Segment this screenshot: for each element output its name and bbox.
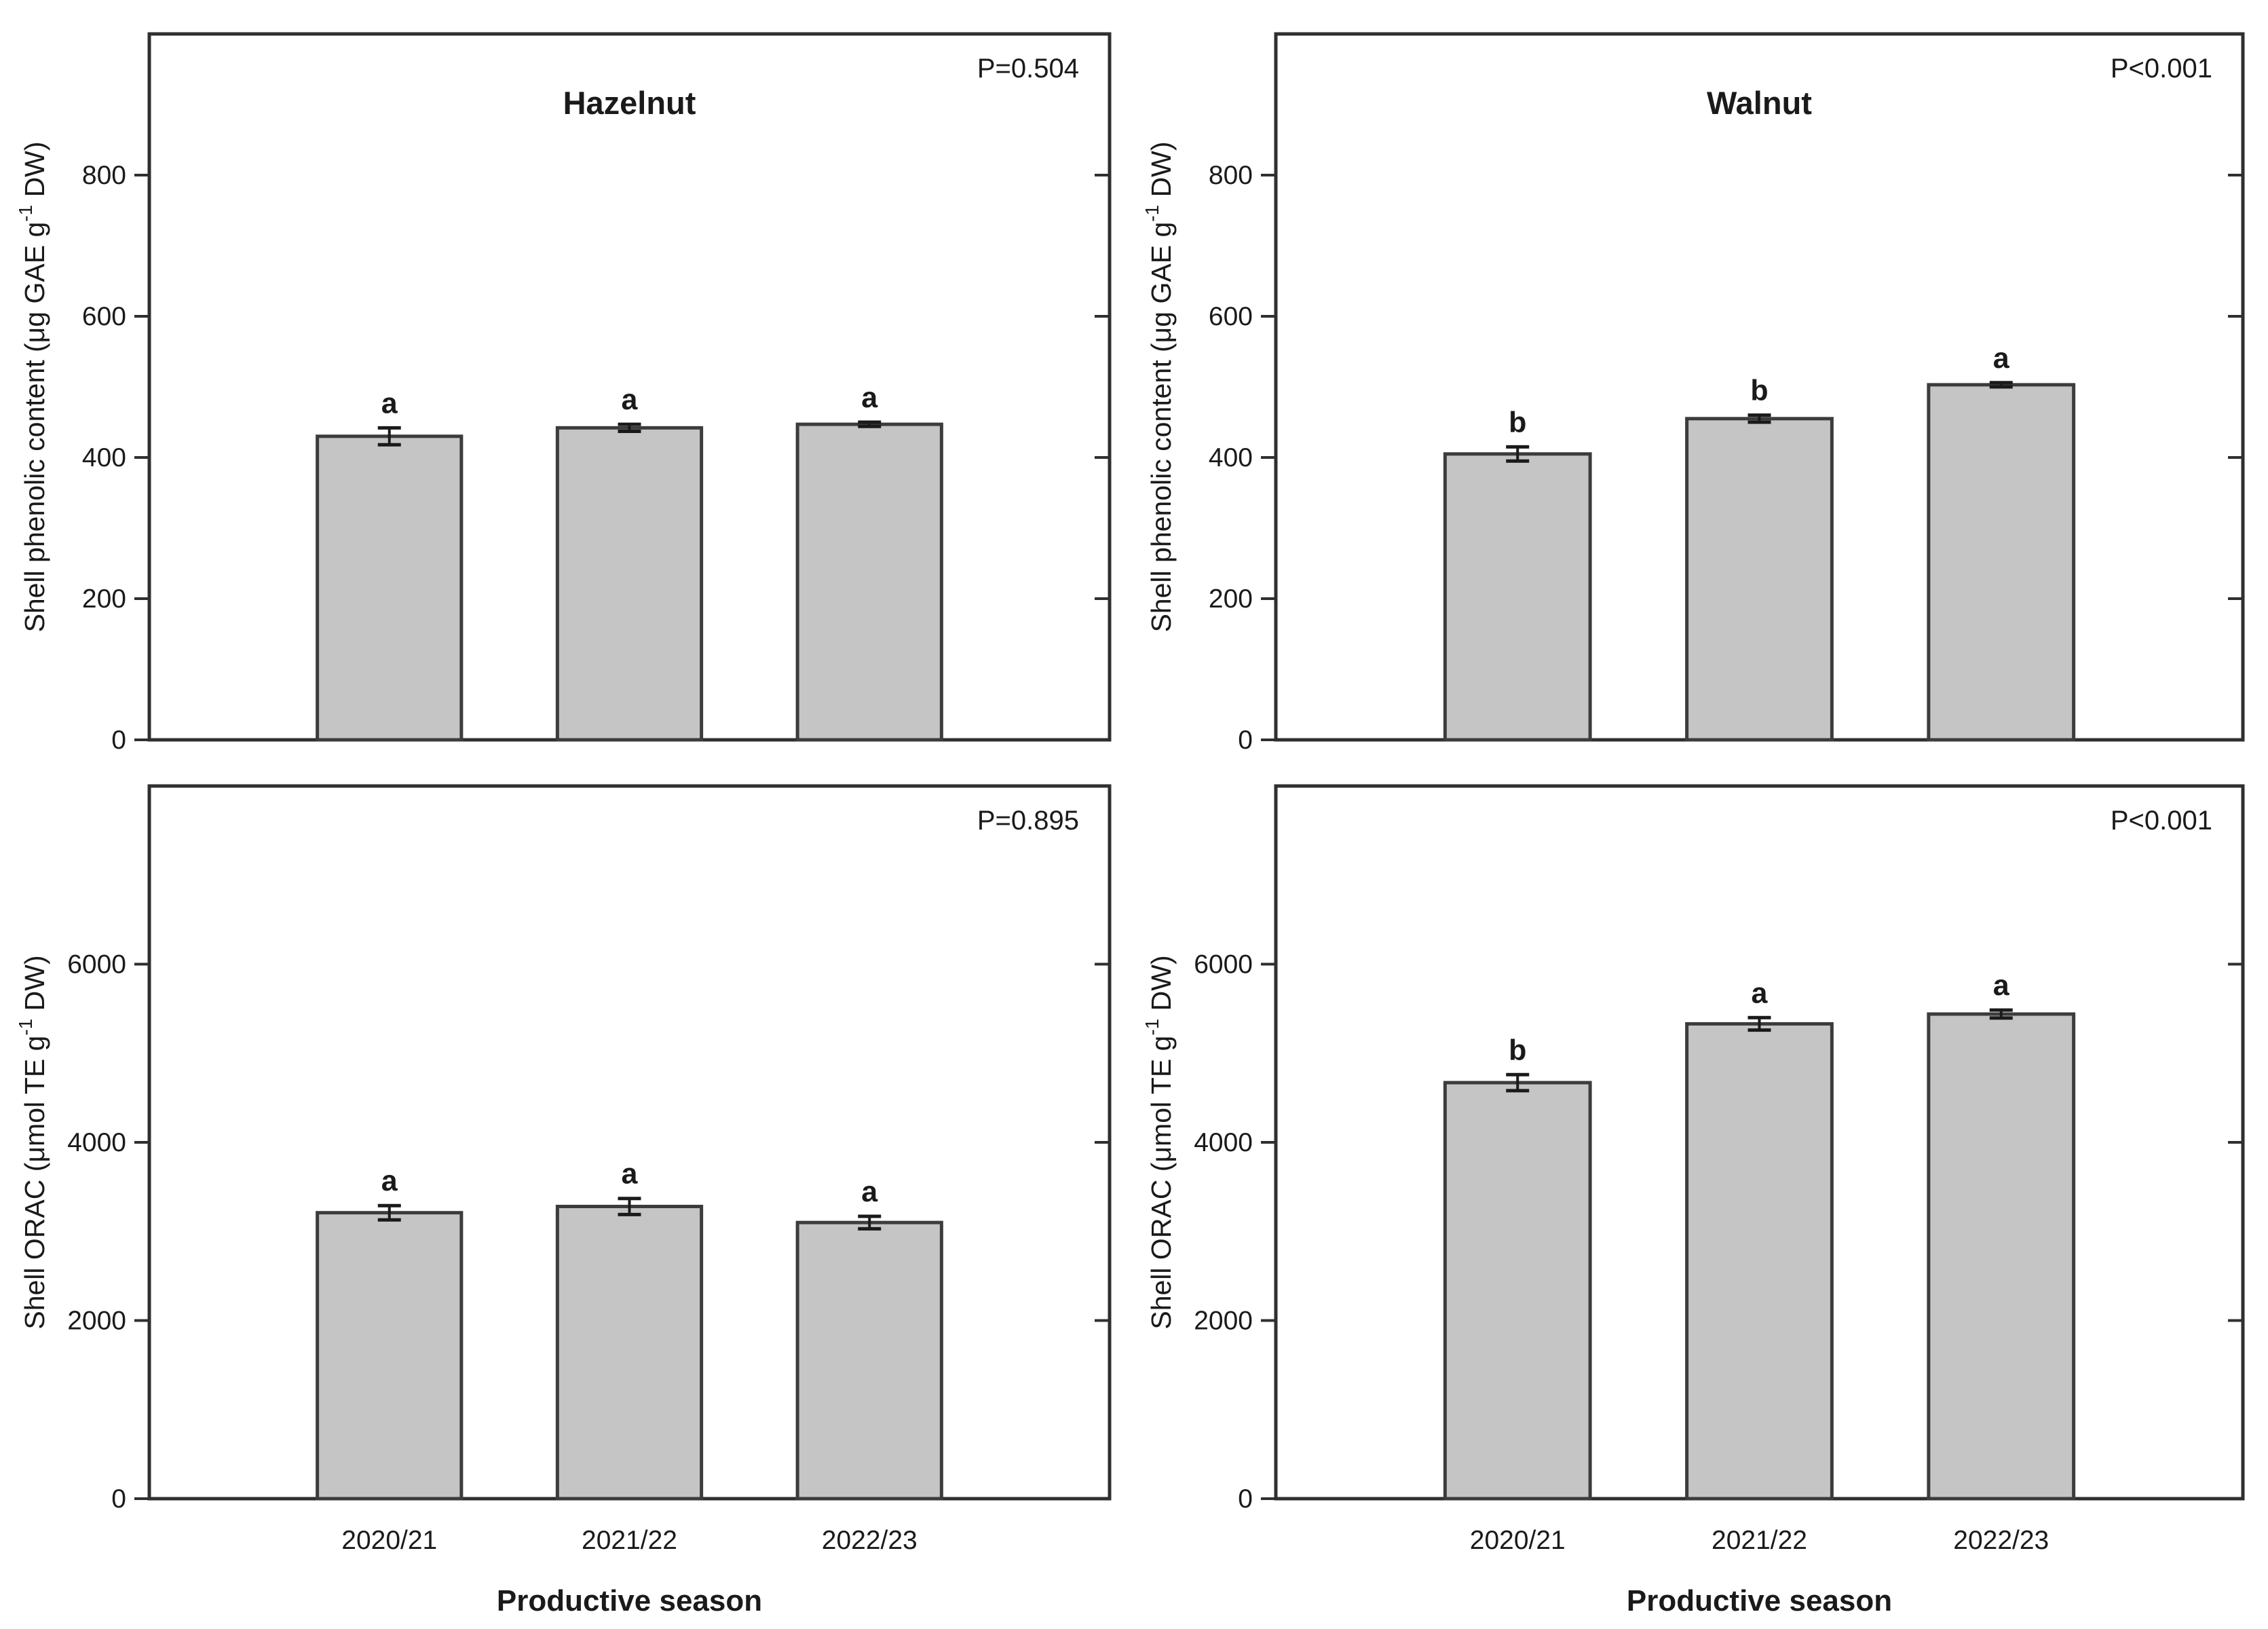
- y-tick-label: 800: [82, 161, 126, 190]
- significance-letter: a: [381, 1165, 398, 1197]
- p-value-label: P<0.001: [2111, 54, 2212, 83]
- y-tick-label: 0: [1238, 726, 1253, 755]
- y-tick-label: 0: [111, 726, 126, 755]
- x-tick-label: 2022/23: [822, 1526, 918, 1555]
- significance-letter: b: [1509, 1034, 1526, 1066]
- significance-letter: a: [622, 1158, 639, 1191]
- x-tick-label: 2021/22: [1712, 1526, 1807, 1555]
- significance-letter: a: [1993, 342, 2010, 375]
- y-tick-label: 2000: [67, 1307, 126, 1336]
- y-tick-label: 600: [82, 302, 126, 331]
- p-value-label: P=0.504: [977, 54, 1079, 83]
- bar-2021-22: [555, 1205, 704, 1501]
- x-tick-label: 2021/22: [582, 1526, 677, 1555]
- x-tick-label: 2020/21: [341, 1526, 437, 1555]
- x-axis-label: Productive season: [497, 1584, 762, 1617]
- y-tick-label: 600: [1209, 302, 1253, 331]
- y-tick-label: 400: [82, 443, 126, 472]
- significance-letter: a: [1993, 969, 2010, 1002]
- x-axis-label: Productive season: [1627, 1584, 1892, 1617]
- y-axis-label: Shell phenolic content (μg GAE g-1 DW): [1141, 141, 1177, 632]
- bar-2021-22: [555, 426, 704, 742]
- bar-2021-22: [1685, 417, 1834, 742]
- y-tick-label: 2000: [1194, 1307, 1253, 1336]
- y-tick-label: 0: [111, 1484, 126, 1514]
- panel-top-left: 0 200 400 600 800 a a a Hazelnut P=0.504 Shell phe…: [15, 32, 1112, 755]
- x-tick-label: 2022/23: [1953, 1526, 2049, 1555]
- y-tick-label: 800: [1209, 161, 1253, 190]
- bar-2022-23: [1927, 383, 2076, 742]
- y-tick-label: 4000: [1194, 1128, 1253, 1157]
- y-tick-label: 200: [82, 584, 126, 614]
- p-value-label: P=0.895: [977, 806, 1079, 836]
- bar-2020-21: [316, 434, 464, 742]
- bar-2021-22: [1685, 1022, 1834, 1501]
- bar-2020-21: [1443, 452, 1592, 742]
- bar-2022-23: [795, 1220, 943, 1501]
- y-axis-label: Shell phenolic content (μg GAE g-1 DW): [15, 141, 50, 632]
- y-tick-label: 4000: [67, 1128, 126, 1157]
- significance-letter: a: [861, 381, 878, 414]
- panel-bottom-right: 0 2000 4000 6000 b 2020/21 a 2021/22 a 2022/23 P<0…: [1141, 784, 2245, 1617]
- significance-letter: b: [1509, 406, 1526, 438]
- y-axis-label: Shell ORAC (μmol TE g-1 DW): [1141, 955, 1177, 1329]
- x-tick-label: 2020/21: [1470, 1526, 1566, 1555]
- bar-2022-23: [795, 422, 943, 742]
- significance-letter: a: [622, 383, 639, 416]
- bar-2020-21: [1443, 1081, 1592, 1501]
- y-axis-label: Shell ORAC (μmol TE g-1 DW): [15, 955, 50, 1329]
- y-tick-label: 6000: [1194, 950, 1253, 979]
- panel-title: Walnut: [1707, 85, 1812, 121]
- panel-title: Hazelnut: [563, 85, 696, 121]
- significance-letter: a: [1752, 977, 1769, 1009]
- significance-letter: a: [381, 387, 398, 419]
- significance-letter: b: [1750, 375, 1768, 407]
- panel-bottom-left: 0 2000 4000 6000 a 2020/21 a 2021/22 a 2022/23 P=0…: [15, 784, 1112, 1617]
- bar-2020-21: [316, 1211, 464, 1501]
- panel-top-right: 0 200 400 600 800 b b a Walnut P<0.001 Shell pheno…: [1141, 32, 2245, 755]
- significance-letter: a: [861, 1176, 878, 1208]
- bar-2022-23: [1927, 1012, 2076, 1501]
- y-tick-label: 6000: [67, 950, 126, 979]
- p-value-label: P<0.001: [2111, 806, 2212, 836]
- y-tick-label: 0: [1238, 1484, 1253, 1514]
- y-tick-label: 400: [1209, 443, 1253, 472]
- y-tick-label: 200: [1209, 584, 1253, 614]
